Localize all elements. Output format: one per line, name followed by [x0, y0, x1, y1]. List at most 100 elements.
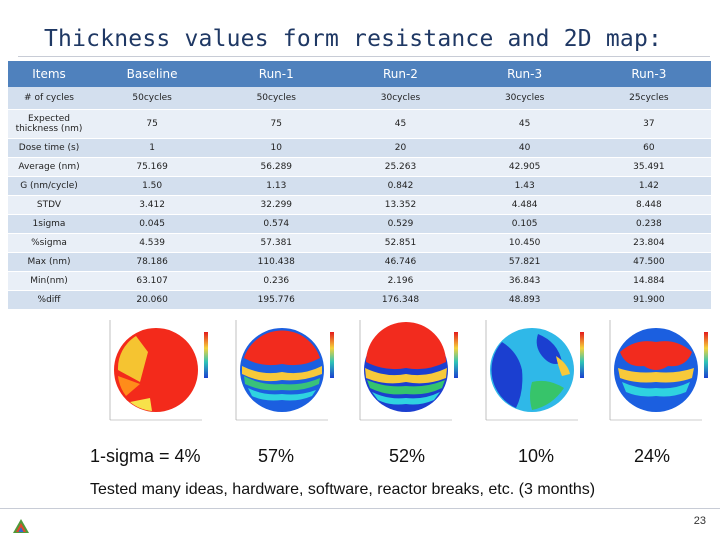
table-row: G (nm/cycle) 1.50 1.13 0.842 1.43 1.42: [8, 176, 711, 196]
table-cell: 0.045: [90, 214, 215, 234]
page-number: 23: [693, 515, 706, 527]
table-row: %sigma 4.539 57.381 52.851 10.450 23.804: [8, 233, 711, 253]
thickness-maps: [82, 312, 712, 442]
table-cell: 75.169: [90, 157, 215, 177]
table-cell: 60: [586, 138, 711, 158]
table-row: STDV 3.412 32.299 13.352 4.484 8.448: [8, 195, 711, 215]
table-cell: 35.491: [586, 157, 711, 177]
contour-map-run1: [235, 320, 334, 421]
table-cell: 110.438: [214, 252, 339, 272]
table-cell: 46.746: [338, 252, 463, 272]
header-run1: Run-1: [214, 61, 339, 87]
table-header-row: Items Baseline Run-1 Run-2 Run-3 Run-3: [8, 61, 711, 87]
sigma-label-run1: 57%: [258, 446, 295, 466]
table-cell: 2.196: [338, 271, 463, 291]
table-cell: 10.450: [462, 233, 587, 253]
table-cell: 20: [338, 138, 463, 158]
table-cell: 1.13: [214, 176, 339, 196]
table-row: # of cycles 50cycles 50cycles 30cycles 3…: [8, 87, 711, 110]
table-cell: 0.842: [338, 176, 463, 196]
table-cell: 4.539: [90, 233, 215, 253]
table-cell: 0.236: [214, 271, 339, 291]
table-cell: 1.42: [586, 176, 711, 196]
table-cell: 8.448: [586, 195, 711, 215]
table-row: Average (nm) 75.169 56.289 25.263 42.905…: [8, 157, 711, 177]
table-cell: G (nm/cycle): [8, 176, 90, 196]
table-cell: 75: [214, 109, 339, 139]
table-cell: 1.50: [90, 176, 215, 196]
table-cell: 1.43: [462, 176, 587, 196]
table-cell: 57.381: [214, 233, 339, 253]
table-cell: 75: [90, 109, 215, 139]
table-row: Min(nm) 63.107 0.236 2.196 36.843 14.884: [8, 271, 711, 291]
contour-map-run3: [485, 320, 584, 421]
table-row: Max (nm) 78.186 110.438 46.746 57.821 47…: [8, 252, 711, 272]
table-cell: 13.352: [338, 195, 463, 215]
table-cell: 45: [462, 109, 587, 139]
sigma-label-baseline: 1-sigma = 4%: [90, 446, 201, 466]
contour-map-baseline: [109, 320, 208, 421]
table-cell: %diff: [8, 290, 90, 310]
header-run2: Run-2: [338, 61, 463, 87]
table-cell: 23.804: [586, 233, 711, 253]
footer-divider: [0, 508, 720, 509]
sigma-label-run3-60s: 24%: [634, 446, 671, 466]
table-cell: Dose time (s): [8, 138, 90, 158]
table-cell: 91.900: [586, 290, 711, 310]
table-cell: 48.893: [462, 290, 587, 310]
table-cell: STDV: [8, 195, 90, 215]
sigma-label-run2: 52%: [389, 446, 426, 466]
table-cell: 50cycles: [90, 87, 215, 110]
table-cell: 1sigma: [8, 214, 90, 234]
table-row: Dose time (s) 1 10 20 40 60: [8, 138, 711, 158]
header-run3b: Run-3: [586, 61, 711, 87]
table-cell: 4.484: [462, 195, 587, 215]
table-row: 1sigma 0.045 0.574 0.529 0.105 0.238: [8, 214, 711, 234]
table-cell: 32.299: [214, 195, 339, 215]
table-cell: 56.289: [214, 157, 339, 177]
table-cell: 25cycles: [586, 87, 711, 110]
table-cell: Max (nm): [8, 252, 90, 272]
table-cell: Average (nm): [8, 157, 90, 177]
table-cell: %sigma: [8, 233, 90, 253]
table-cell: 20.060: [90, 290, 215, 310]
table-cell: 3.412: [90, 195, 215, 215]
slide-title: Thickness values form resistance and 2D …: [44, 26, 663, 52]
table-cell: 0.238: [586, 214, 711, 234]
table-cell: 176.348: [338, 290, 463, 310]
thickness-table: Items Baseline Run-1 Run-2 Run-3 Run-3 #…: [8, 61, 711, 310]
table-row: %diff 20.060 195.776 176.348 48.893 91.9…: [8, 290, 711, 310]
table-cell: 1: [90, 138, 215, 158]
table-cell: 195.776: [214, 290, 339, 310]
table-cell: 0.574: [214, 214, 339, 234]
table-cell: 36.843: [462, 271, 587, 291]
contour-map-run3-60s: [609, 320, 708, 421]
logo-icon: [13, 519, 29, 533]
table-cell: 25.263: [338, 157, 463, 177]
table-cell: 45: [338, 109, 463, 139]
table-cell: 40: [462, 138, 587, 158]
table-cell: 78.186: [90, 252, 215, 272]
header-baseline: Baseline: [90, 61, 215, 87]
table-cell: 0.105: [462, 214, 587, 234]
table-cell: 52.851: [338, 233, 463, 253]
table-cell: 50cycles: [214, 87, 339, 110]
summary-note: Tested many ideas, hardware, software, r…: [90, 481, 596, 498]
table-cell: # of cycles: [8, 87, 90, 110]
table-row: Expected thickness (nm) 75 75 45 45 37: [8, 109, 711, 139]
header-run3a: Run-3: [462, 61, 587, 87]
contour-map-run2: [359, 320, 458, 421]
table-cell: 30cycles: [338, 87, 463, 110]
title-divider: [18, 56, 710, 57]
table-cell: 57.821: [462, 252, 587, 272]
table-cell: Min(nm): [8, 271, 90, 291]
header-items: Items: [8, 61, 90, 87]
table-cell: 30cycles: [462, 87, 587, 110]
table-cell: 42.905: [462, 157, 587, 177]
table-cell: 10: [214, 138, 339, 158]
table-cell: 37: [586, 109, 711, 139]
table-cell: 0.529: [338, 214, 463, 234]
sigma-label-run3: 10%: [518, 446, 555, 466]
table-cell: 14.884: [586, 271, 711, 291]
table-cell: 63.107: [90, 271, 215, 291]
